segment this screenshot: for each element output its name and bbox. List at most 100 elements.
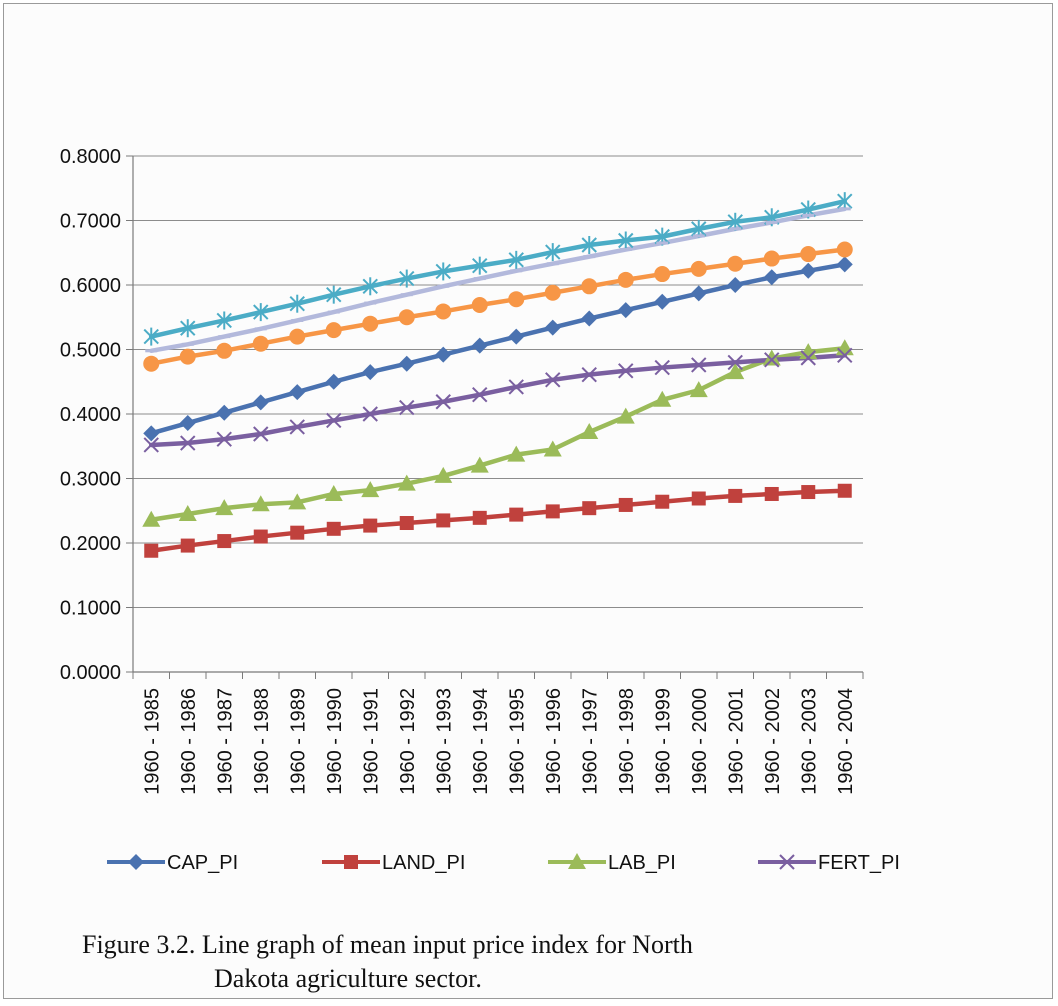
data-point-fert-pi	[837, 347, 853, 364]
y-tick-label: 0.4000	[60, 404, 121, 426]
data-point-lab-pi	[689, 381, 708, 398]
axes	[126, 155, 864, 679]
data-point-lab-pi	[434, 466, 453, 483]
data-point-cap-pi	[836, 256, 853, 273]
data-point-unlabeled-6	[508, 291, 525, 308]
data-point-lab-pi	[580, 423, 599, 440]
x-tick-label: 1960 - 2001	[725, 688, 747, 795]
data-point-unlabeled-5	[180, 319, 196, 338]
x-tick-label: 1960 - 1999	[652, 688, 674, 795]
data-point-unlabeled-6	[216, 342, 233, 359]
data-point-land-pi	[509, 507, 524, 522]
legend-marker-land-pi	[344, 855, 358, 869]
y-tick-label: 0.2000	[60, 533, 121, 555]
line-chart: 0.0000 0.1000 0.2000 0.3000 0.4000 0.5000 0.60…	[60, 146, 900, 874]
data-point-fert-pi	[253, 426, 269, 442]
x-tick-label: 1960 - 1986	[178, 688, 200, 795]
data-point-unlabeled-5	[581, 236, 597, 255]
legend: CAP_PI LAND_PI LAB_PI FERT_PI	[107, 852, 900, 874]
data-point-lab-pi	[324, 484, 343, 501]
y-tick-label: 0.5000	[60, 340, 121, 362]
data-point-unlabeled-5	[143, 327, 159, 346]
data-point-cap-pi	[362, 364, 379, 381]
data-point-fert-pi	[289, 419, 305, 435]
legend-label-cap-pi: CAP_PI	[167, 852, 238, 874]
data-point-cap-pi	[654, 293, 671, 310]
data-point-fert-pi	[618, 363, 634, 379]
x-tick-label: 1960 - 2003	[798, 688, 820, 795]
data-point-unlabeled-6	[325, 322, 342, 339]
data-point-lab-pi	[215, 499, 234, 516]
data-point-land-pi	[728, 488, 743, 503]
data-point-fert-pi	[800, 350, 816, 366]
y-tick-label: 0.7000	[60, 211, 121, 233]
data-point-land-pi	[472, 510, 487, 525]
data-point-land-pi	[363, 518, 378, 533]
data-point-unlabeled-5	[435, 262, 451, 281]
data-point-lab-pi	[251, 495, 270, 512]
data-point-cap-pi	[143, 425, 160, 442]
y-tick-label: 0.0000	[60, 662, 121, 684]
figure-caption: Figure 3.2. Line graph of mean input pri…	[82, 928, 982, 996]
data-point-fert-pi	[545, 372, 561, 388]
data-point-fert-pi	[654, 359, 670, 376]
data-point-unlabeled-6	[398, 309, 415, 326]
data-point-fert-pi	[399, 399, 415, 416]
data-point-lab-pi	[178, 504, 197, 521]
data-point-lab-pi	[397, 474, 416, 491]
data-point-fert-pi	[362, 406, 378, 422]
x-tick-label: 1960 - 1989	[287, 688, 309, 795]
data-point-land-pi	[326, 521, 341, 536]
data-point-unlabeled-5	[545, 243, 561, 262]
data-point-lab-pi	[762, 349, 781, 366]
y-tick-label: 0.8000	[60, 146, 121, 168]
data-point-lab-pi	[616, 407, 635, 424]
legend-marker-fert-pi	[779, 854, 795, 870]
y-axis-tick-labels: 0.0000 0.1000 0.2000 0.3000 0.4000 0.5000 0.60…	[60, 146, 121, 684]
data-point-cap-pi	[617, 302, 634, 319]
data-point-cap-pi	[581, 310, 598, 327]
data-point-unlabeled-6	[800, 246, 817, 263]
x-tick-label: 1960 - 1987	[214, 688, 236, 795]
data-point-fert-pi	[727, 354, 743, 371]
data-point-lab-pi	[543, 440, 562, 457]
data-point-fert-pi	[435, 394, 451, 410]
x-tick-label: 1960 - 2000	[689, 688, 711, 795]
data-point-unlabeled-6	[836, 241, 853, 258]
data-point-land-pi	[217, 534, 232, 549]
data-point-land-pi	[691, 491, 706, 506]
data-point-unlabeled-6	[289, 328, 306, 345]
data-point-unlabeled-6	[544, 284, 561, 301]
data-point-unlabeled-5	[289, 294, 305, 313]
data-point-unlabeled-5	[837, 192, 853, 211]
data-point-unlabeled-6	[654, 266, 671, 283]
data-point-unlabeled-5	[253, 303, 269, 322]
x-tick-label: 1960 - 1991	[360, 688, 382, 795]
data-point-unlabeled-6	[581, 278, 598, 295]
data-point-land-pi	[253, 529, 268, 544]
data-point-lab-pi	[799, 343, 818, 360]
x-tick-label: 1960 - 1997	[579, 688, 601, 795]
data-point-cap-pi	[325, 373, 342, 390]
data-point-cap-pi	[544, 319, 561, 336]
data-point-lab-pi	[726, 363, 745, 380]
data-point-unlabeled-6	[362, 315, 379, 332]
legend-marker-cap-pi	[128, 854, 144, 870]
data-point-land-pi	[618, 497, 633, 512]
series-line-unlabeled-7	[149, 206, 847, 354]
data-point-fert-pi	[180, 435, 196, 451]
legend-marker-lab-pi	[568, 853, 586, 869]
caption-line-1: Figure 3.2. Line graph of mean input pri…	[82, 930, 693, 959]
x-tick-label: 1960 - 1988	[251, 688, 273, 795]
data-point-cap-pi	[727, 277, 744, 293]
y-tick-label: 0.1000	[60, 598, 121, 620]
data-point-cap-pi	[800, 262, 817, 279]
data-point-land-pi	[837, 483, 852, 498]
data-point-cap-pi	[216, 404, 233, 421]
data-point-cap-pi	[252, 394, 269, 411]
caption-line-2: Dakota agriculture sector.	[214, 964, 482, 993]
data-point-unlabeled-5	[472, 256, 488, 275]
data-point-fert-pi	[143, 437, 159, 453]
x-axis-tick-labels: 1960 - 1985 1960 - 1986 1960 - 1987 1960 - …	[141, 688, 857, 795]
data-point-lab-pi	[142, 510, 161, 527]
